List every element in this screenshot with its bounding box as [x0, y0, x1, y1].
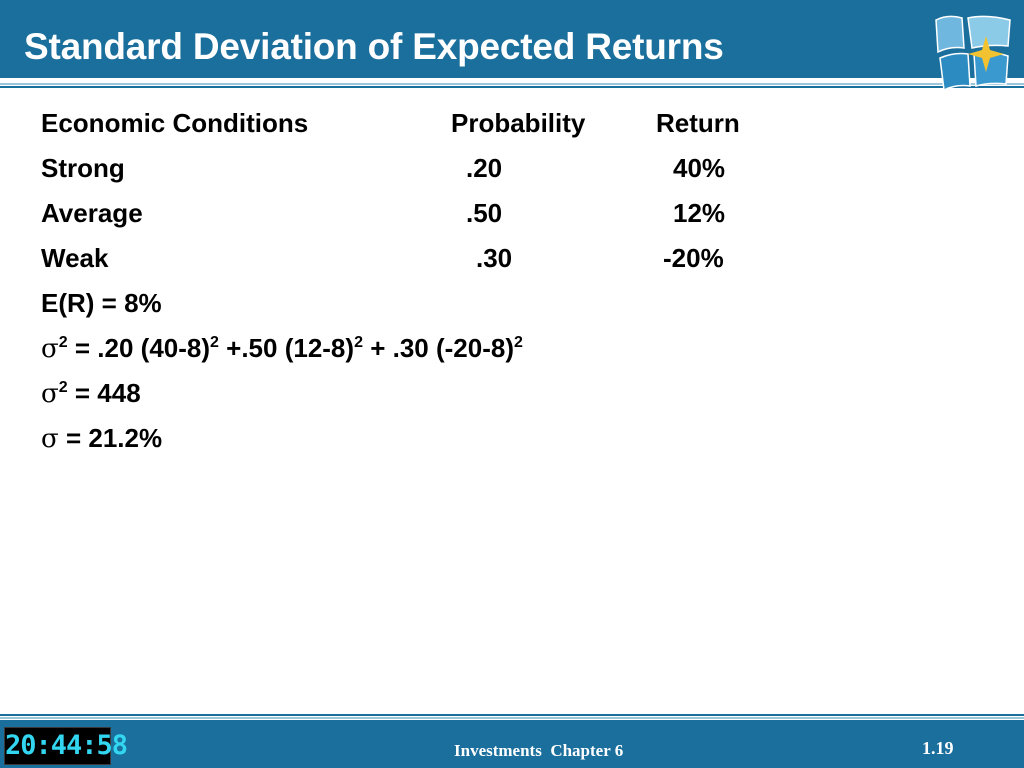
slide-footer	[0, 720, 1024, 768]
book-logo-icon	[935, 15, 1011, 92]
probability-cell: .20	[466, 153, 503, 183]
footer-divider-light	[0, 717, 1024, 719]
std-dev-text: σ = 21.2%	[41, 423, 163, 454]
sigma-symbol: σ	[41, 334, 59, 364]
header-divider-dark	[0, 86, 1024, 88]
footer-divider-dark	[0, 714, 1024, 716]
return-cell: -20%	[663, 243, 724, 273]
column-header-return: Return	[656, 108, 740, 138]
condition-cell: Strong	[41, 153, 125, 183]
slide-number: 1.19	[922, 738, 954, 758]
return-cell: 12%	[673, 198, 726, 228]
variance-value-text: σ2 = 448	[41, 378, 141, 409]
probability-cell: .50	[466, 198, 503, 228]
expected-return-text: E(R) = 8%	[41, 288, 162, 318]
variance-formula-text: σ2 = .20 (40-8)2 +.50 (12-8)2 + .30 (-20…	[41, 333, 523, 364]
probability-cell: .30	[476, 243, 513, 273]
header-divider-light	[0, 83, 1024, 85]
return-cell: 40%	[673, 153, 726, 183]
condition-cell: Average	[41, 198, 143, 228]
footer-caption: Investments Chapter 6	[454, 741, 624, 760]
clock-display: 20:44:58	[4, 727, 128, 765]
sigma-symbol: σ	[41, 424, 59, 454]
slide-title: Standard Deviation of Expected Returns	[24, 26, 724, 67]
slide-header	[0, 0, 1024, 78]
column-header-probability: Probability	[451, 108, 586, 138]
column-header-conditions: Economic Conditions	[41, 108, 309, 138]
sigma-symbol: σ	[41, 379, 59, 409]
condition-cell: Weak	[41, 243, 109, 273]
